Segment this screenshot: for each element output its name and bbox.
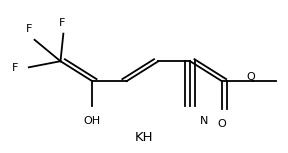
Text: F: F [59, 18, 65, 28]
Text: N: N [200, 116, 209, 125]
Text: O: O [217, 119, 226, 129]
Text: KH: KH [135, 131, 153, 144]
Text: OH: OH [84, 116, 101, 125]
Text: F: F [12, 63, 19, 73]
Text: F: F [26, 24, 32, 34]
Text: O: O [246, 71, 255, 82]
